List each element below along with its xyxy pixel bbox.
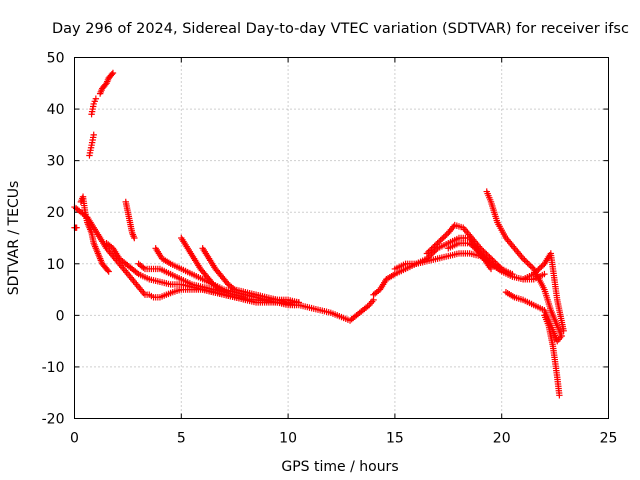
- data-point: [535, 266, 542, 273]
- data-point: [481, 254, 489, 262]
- data-point: [104, 267, 111, 274]
- series-arc-01: [71, 224, 80, 231]
- data-point: [509, 270, 516, 278]
- series-arc-17: [483, 188, 565, 340]
- data-point: [529, 264, 536, 271]
- x-tick-label: 20: [493, 431, 511, 447]
- plot-frame: [74, 57, 609, 419]
- data-point: [434, 239, 441, 247]
- chart-title: Day 296 of 2024, Sidereal Day-to-day VTE…: [52, 21, 629, 37]
- data-point: [524, 259, 531, 267]
- series-arc-16: [445, 239, 505, 273]
- data-point: [472, 245, 479, 253]
- series-arc-06: [96, 69, 117, 97]
- data-point: [527, 262, 534, 270]
- data-point: [556, 392, 563, 399]
- y-tick-label: -10: [42, 360, 65, 376]
- data-point: [442, 232, 449, 239]
- x-tick-label: 15: [386, 431, 404, 447]
- data-point: [483, 256, 490, 263]
- data-point: [109, 69, 117, 77]
- data-points: [71, 69, 567, 399]
- data-point: [438, 235, 446, 242]
- data-point: [522, 258, 530, 265]
- series-arc-11: [178, 234, 230, 296]
- data-point: [437, 237, 444, 244]
- data-point: [429, 244, 437, 251]
- data-point: [425, 248, 432, 256]
- x-tick-label: 25: [600, 431, 618, 447]
- data-point: [469, 242, 476, 250]
- y-tick-label: 20: [47, 205, 65, 221]
- series-arc-04: [86, 131, 97, 159]
- data-point: [295, 299, 302, 306]
- x-tick-label: 0: [70, 431, 79, 447]
- data-point: [432, 241, 440, 248]
- data-point: [498, 265, 505, 273]
- data-point: [440, 234, 447, 241]
- data-point: [525, 261, 533, 268]
- data-point: [92, 95, 100, 102]
- series-arc-05: [88, 95, 100, 118]
- data-point: [558, 332, 565, 340]
- series-arc-12: [199, 245, 302, 306]
- x-tick-label: 5: [177, 431, 186, 447]
- data-point: [443, 231, 450, 238]
- y-tick-label: 30: [47, 154, 65, 170]
- axis-ticks: 0 5 10 15 20 25 -20 -10 0 10 20 30 40 50: [42, 51, 618, 447]
- data-point: [108, 71, 116, 78]
- series-arc-03: [77, 193, 112, 275]
- y-tick-label: 50: [47, 51, 65, 67]
- data-point: [435, 238, 443, 245]
- data-point: [428, 245, 435, 253]
- series-arc-20: [541, 312, 563, 399]
- data-point: [222, 288, 230, 296]
- y-tick-label: 10: [47, 257, 65, 273]
- x-axis-label: GPS time / hours: [281, 459, 398, 475]
- data-point: [532, 269, 539, 276]
- grid-lines: [74, 57, 609, 419]
- y-tick-label: 40: [47, 102, 65, 118]
- data-point: [486, 259, 493, 266]
- y-axis-label: SDTVAR / TECUs: [6, 181, 22, 296]
- data-point: [426, 247, 434, 254]
- y-tick-label: 0: [56, 308, 65, 324]
- data-point: [519, 255, 527, 262]
- series-arc-07: [122, 198, 138, 242]
- data-point: [521, 256, 528, 264]
- x-tick-label: 10: [279, 431, 297, 447]
- data-point: [466, 239, 473, 247]
- data-point: [474, 247, 481, 254]
- data-point: [533, 267, 540, 275]
- data-point: [471, 244, 478, 251]
- data-point: [431, 242, 438, 250]
- data-point: [478, 251, 486, 259]
- y-tick-label: -20: [42, 412, 65, 428]
- data-point: [560, 327, 567, 335]
- data-point: [538, 263, 545, 270]
- data-point: [541, 270, 548, 278]
- series-arc-19: [519, 250, 567, 335]
- data-point: [90, 131, 97, 139]
- data-point: [467, 241, 475, 248]
- data-point: [131, 234, 138, 242]
- data-point: [105, 268, 112, 275]
- data-point: [423, 250, 431, 257]
- data-point: [480, 253, 487, 260]
- data-point: [475, 248, 483, 256]
- data-point: [477, 250, 484, 257]
- data-point: [536, 265, 544, 272]
- data-point: [530, 270, 537, 278]
- data-point: [484, 257, 492, 265]
